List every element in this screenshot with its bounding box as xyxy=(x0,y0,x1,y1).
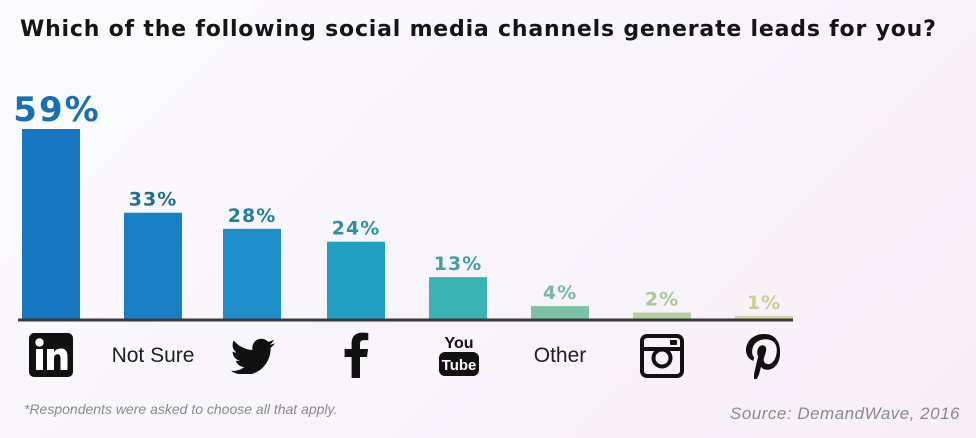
facebook-icon xyxy=(342,332,370,378)
source-credit: Source: DemandWave, 2016 xyxy=(730,404,960,423)
value-label: 4% xyxy=(543,282,577,304)
youtube-icon-text-top: You xyxy=(444,335,473,352)
value-label: 13% xyxy=(434,253,482,275)
youtube-icon: You Tube xyxy=(438,332,480,378)
bar-not-sure xyxy=(124,212,182,319)
bar-twitter xyxy=(223,228,281,319)
youtube-icon-text-bottom: Tube xyxy=(442,357,477,374)
bar-pinterest xyxy=(735,315,793,319)
value-label: 24% xyxy=(332,218,380,240)
value-labels-group: 59% 33% 28% 24% 13% 4% 2% 1% xyxy=(13,90,781,314)
twitter-icon xyxy=(230,338,276,375)
bars-group xyxy=(22,129,793,319)
bar-facebook xyxy=(327,241,385,319)
category-labels-group: Not Sure Other xyxy=(112,344,587,367)
bar-other xyxy=(531,306,589,319)
value-label: 33% xyxy=(129,189,177,211)
category-label-other: Other xyxy=(534,344,587,367)
value-label: 28% xyxy=(228,205,276,227)
instagram-icon xyxy=(640,334,684,378)
pinterest-icon xyxy=(742,333,786,382)
chart-title: Which of the following social media chan… xyxy=(20,17,937,42)
bar-linkedin xyxy=(22,129,80,319)
bar-youtube xyxy=(429,277,487,319)
footnote: *Respondents were asked to choose all th… xyxy=(24,401,338,417)
linkedin-icon xyxy=(29,333,73,377)
bar-instagram xyxy=(633,312,691,319)
value-label: 1% xyxy=(747,292,781,314)
value-label: 2% xyxy=(645,289,679,311)
value-label: 59% xyxy=(13,90,100,130)
bar-chart: 59% 33% 28% 24% 13% 4% 2% 1% Not Sure Other xyxy=(13,90,793,367)
category-label-not-sure: Not Sure xyxy=(112,344,195,367)
